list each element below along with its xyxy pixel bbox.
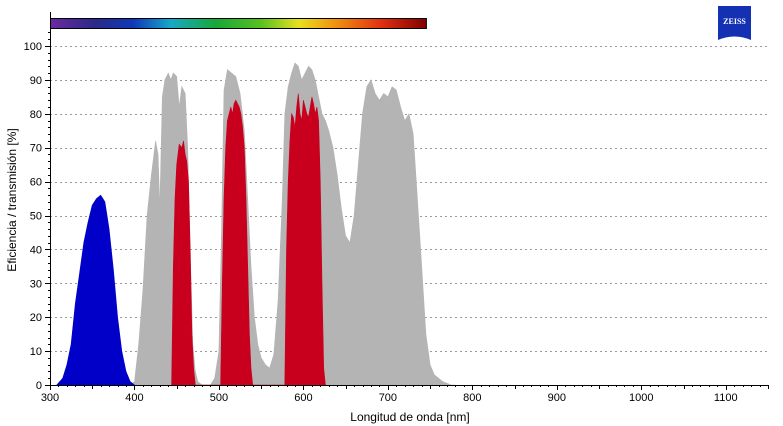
series-blue-excitation — [56, 194, 136, 386]
y-tick-label-10: 10 — [30, 346, 42, 358]
y-tick-label-0: 0 — [36, 380, 42, 392]
x-tick-label-300: 300 — [41, 392, 59, 404]
x-tick-label-600: 600 — [294, 392, 312, 404]
x-tick-label-800: 800 — [463, 392, 481, 404]
x-tick-labels: 300 400 500 600 700 800 900 1000 1100 — [41, 392, 738, 404]
x-axis-title: Longitud de onda [nm] — [350, 410, 469, 424]
zeiss-logo: ZEISS — [718, 6, 751, 40]
y-tick-label-80: 80 — [30, 109, 42, 121]
zeiss-logo-badge — [718, 6, 751, 40]
x-tick-label-1000: 1000 — [629, 392, 653, 404]
y-tick-label-20: 20 — [30, 312, 42, 324]
series-red-emission — [171, 93, 326, 386]
x-tick-label-1100: 1100 — [714, 392, 738, 404]
spectrum-color-bar — [50, 18, 427, 29]
zeiss-logo-text: ZEISS — [723, 17, 746, 26]
y-axis-title: Eficiencia / transmisión [%] — [5, 128, 19, 271]
y-tick-label-30: 30 — [30, 278, 42, 290]
series-layer — [56, 62, 456, 386]
y-tick-label-70: 70 — [30, 143, 42, 155]
y-tick-label-60: 60 — [30, 177, 42, 189]
x-tick-label-400: 400 — [125, 392, 143, 404]
y-tick-label-50: 50 — [30, 211, 42, 223]
y-tick-label-90: 90 — [30, 75, 42, 87]
y-tick-label-100: 100 — [24, 41, 42, 53]
x-tick-label-900: 900 — [548, 392, 566, 404]
x-tick-label-500: 500 — [210, 392, 228, 404]
y-tick-label-40: 40 — [30, 244, 42, 256]
x-tick-label-700: 700 — [379, 392, 397, 404]
axes — [45, 12, 769, 390]
y-tick-labels: 0 10 20 30 40 50 60 70 80 90 100 — [24, 41, 42, 392]
